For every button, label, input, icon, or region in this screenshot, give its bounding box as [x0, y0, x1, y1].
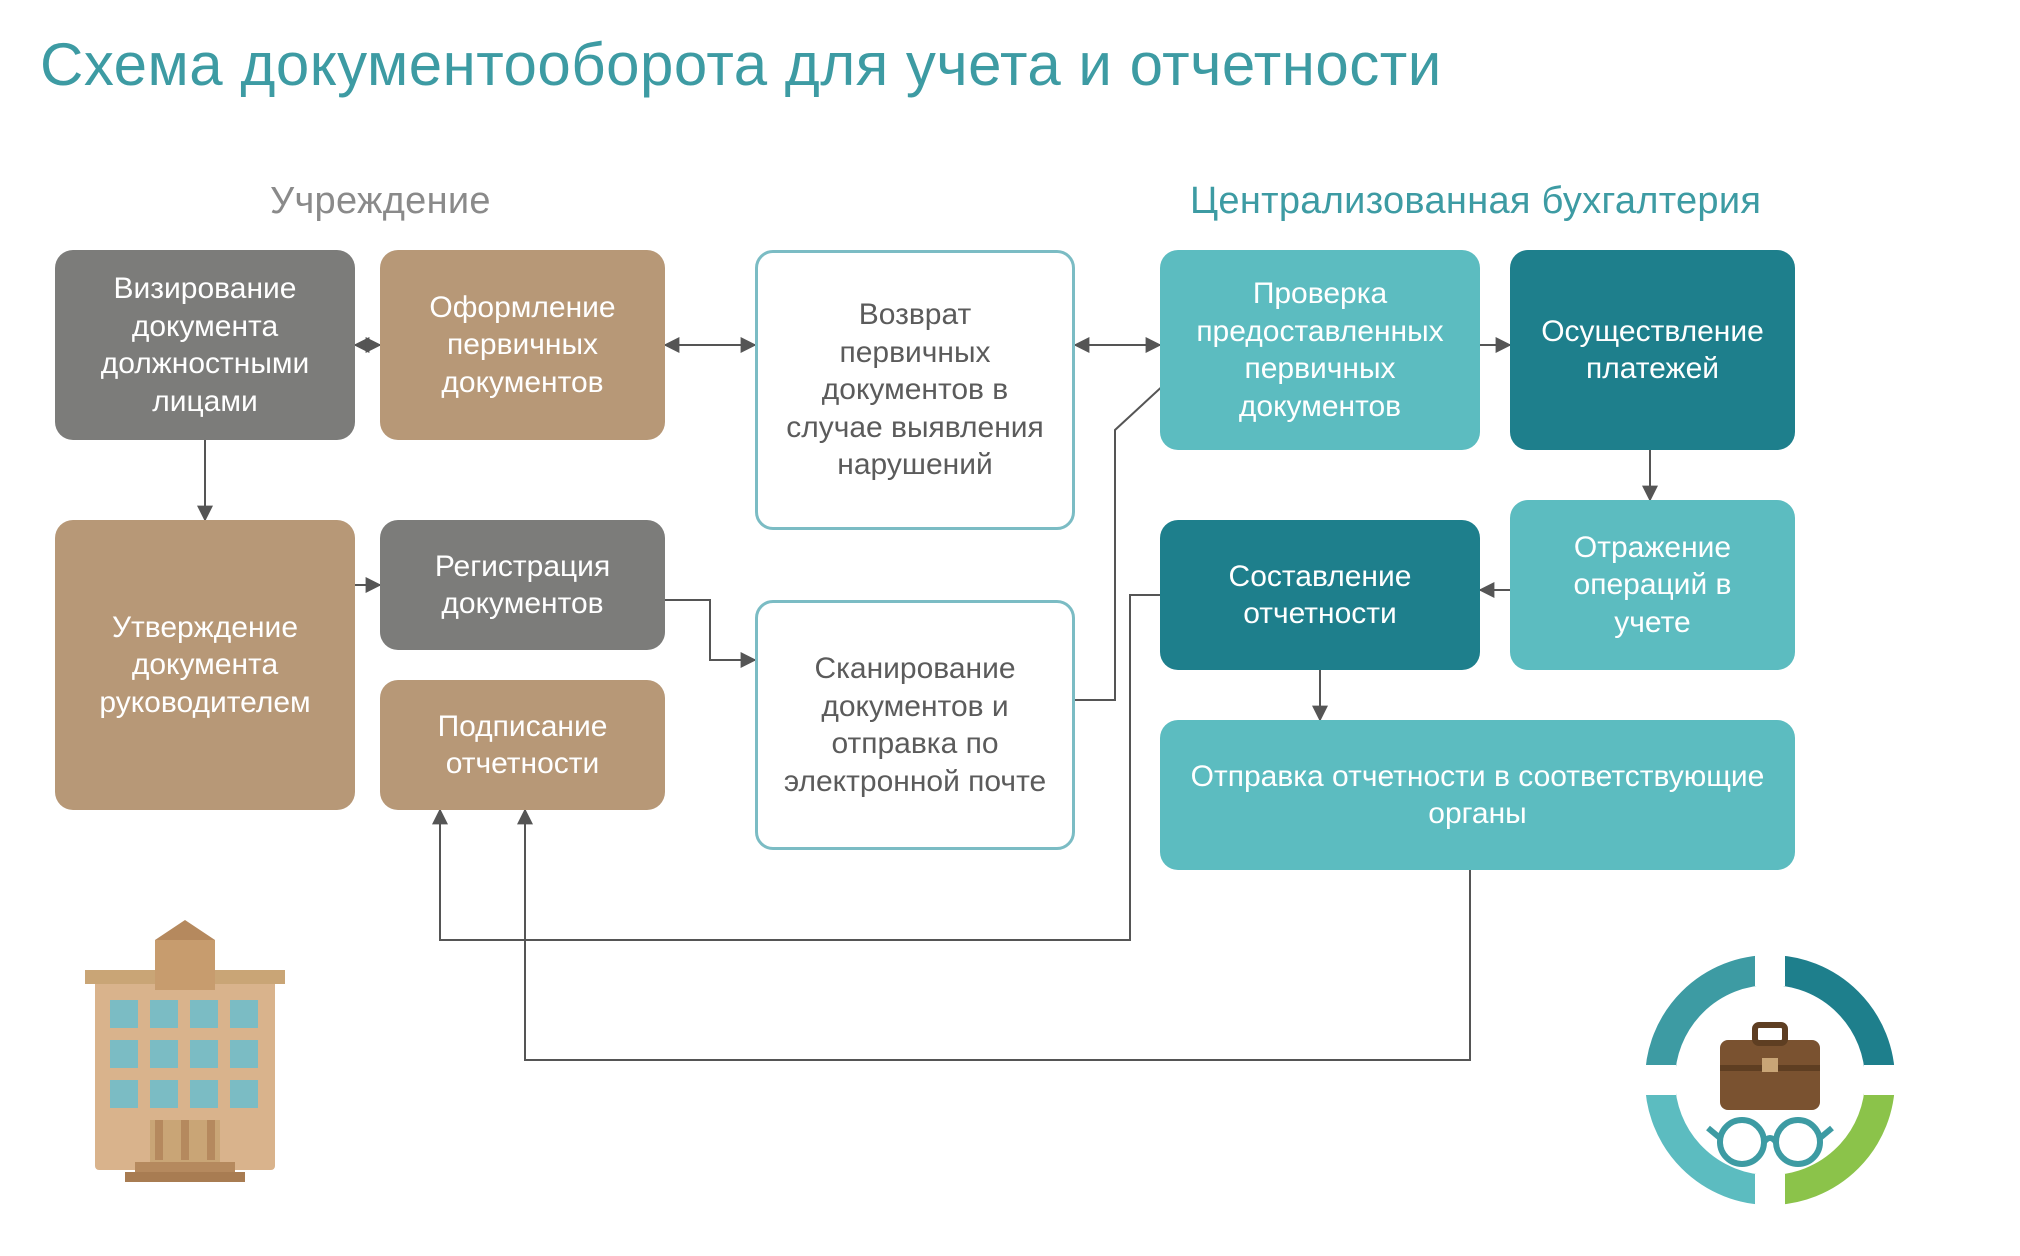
page-title: Схема документооборота для учета и отчет…	[40, 30, 1442, 99]
section-label-accounting: Централизованная бухгалтерия	[1190, 180, 1761, 223]
flow-node-n7: Сканирование документов и отправка по эл…	[755, 600, 1075, 850]
edge-n4-n7	[665, 600, 755, 660]
flow-node-n4: Регистрация документов	[380, 520, 665, 650]
flow-node-n10: Составление отчетности	[1160, 520, 1480, 670]
flow-node-n8: Проверка предоставленных первичных докум…	[1160, 250, 1480, 450]
flow-node-n1: Визирование документа должностными лицам…	[55, 250, 355, 440]
flow-node-n12: Отправка отчетности в соответствующие ор…	[1160, 720, 1795, 870]
building-icon	[55, 900, 315, 1200]
section-label-institution: Учреждение	[270, 180, 491, 223]
flow-node-n3: Утверждение документа руководителем	[55, 520, 355, 810]
accounting-ring-icon	[1620, 940, 1920, 1240]
flow-node-n9: Осуществление платежей	[1510, 250, 1795, 450]
flow-node-n11: Отражение операций в учете	[1510, 500, 1795, 670]
flow-node-n5: Подписание отчетности	[380, 680, 665, 810]
flow-node-n6: Возврат первичных документов в случае вы…	[755, 250, 1075, 530]
flow-node-n2: Оформление первичных документов	[380, 250, 665, 440]
